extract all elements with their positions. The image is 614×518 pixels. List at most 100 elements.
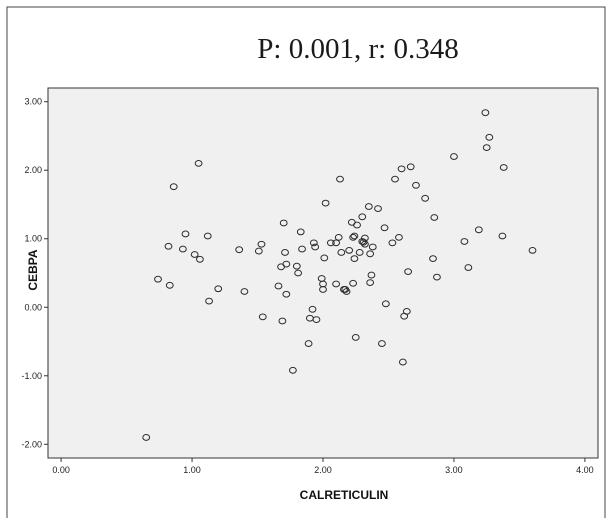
- data-point: [240, 288, 249, 295]
- data-point: [430, 214, 439, 221]
- data-point: [308, 305, 317, 313]
- data-point: [336, 175, 344, 183]
- y-tick-label: -2.00: [21, 439, 42, 449]
- data-point: [142, 434, 151, 441]
- data-point: [474, 226, 483, 234]
- data-point: [374, 205, 382, 212]
- data-point: [194, 159, 203, 167]
- x-tick-label: 0.00: [52, 465, 70, 475]
- data-point: [450, 153, 458, 160]
- data-point: [368, 243, 377, 251]
- data-point: [380, 224, 389, 232]
- data-point: [433, 273, 441, 281]
- x-tick-label: 1.00: [183, 465, 201, 475]
- data-point: [464, 264, 473, 271]
- data-point: [528, 246, 537, 254]
- data-point: [190, 251, 199, 258]
- data-point: [485, 133, 494, 141]
- chart-title: P: 0.001, r: 0.348: [257, 33, 458, 65]
- data-point: [366, 250, 375, 258]
- data-point: [321, 199, 330, 207]
- data-point: [353, 221, 361, 229]
- data-point: [309, 239, 318, 247]
- data-point: [292, 262, 301, 270]
- data-point: [334, 233, 343, 241]
- data-point: [294, 269, 303, 277]
- data-point: [345, 246, 354, 254]
- data-point: [214, 285, 223, 293]
- y-tick-label: 3.00: [24, 97, 42, 107]
- data-point: [358, 213, 367, 221]
- data-point: [178, 245, 187, 253]
- y-tick-label: 2.00: [24, 165, 42, 175]
- x-tick-label: 2.00: [314, 465, 332, 475]
- data-point: [165, 281, 174, 289]
- y-axis-label: CEBPA: [26, 249, 40, 290]
- data-point: [402, 307, 411, 315]
- data-point: [498, 232, 507, 240]
- data-point: [205, 297, 213, 305]
- data-point: [203, 232, 212, 240]
- data-point: [350, 255, 359, 263]
- data-point: [181, 230, 190, 238]
- data-point: [378, 340, 386, 347]
- data-point: [349, 279, 358, 287]
- figure-border: [6, 6, 606, 518]
- data-point: [326, 239, 335, 247]
- data-point: [258, 313, 267, 321]
- data-point: [164, 242, 173, 250]
- data-point: [312, 316, 321, 323]
- data-point: [349, 233, 358, 241]
- data-point: [367, 271, 376, 279]
- data-point: [406, 163, 415, 171]
- data-point: [355, 249, 364, 256]
- plot-area: [47, 87, 599, 459]
- data-point: [381, 300, 390, 308]
- data-point: [397, 165, 406, 173]
- data-point: [395, 233, 403, 241]
- data-point: [366, 279, 375, 286]
- data-point: [499, 164, 508, 171]
- y-tick-label: -1.00: [21, 371, 42, 381]
- data-point: [404, 268, 413, 276]
- data-point: [482, 144, 491, 152]
- data-point: [319, 286, 327, 293]
- data-point: [311, 243, 320, 251]
- data-point: [460, 238, 469, 245]
- data-point: [278, 317, 287, 325]
- scatter-points: [142, 109, 537, 441]
- data-point: [412, 181, 420, 189]
- data-point: [169, 183, 178, 191]
- data-point: [364, 203, 373, 210]
- data-point: [282, 260, 291, 268]
- x-tick-label: 4.00: [576, 465, 594, 475]
- x-axis-label: CALRETICULIN: [300, 488, 389, 502]
- data-point: [298, 245, 306, 253]
- data-point: [279, 219, 288, 227]
- data-point: [388, 239, 397, 247]
- data-point: [320, 254, 329, 262]
- data-point: [398, 358, 407, 366]
- data-point: [421, 194, 430, 202]
- data-point: [481, 109, 490, 117]
- data-point: [257, 240, 266, 248]
- data-point: [337, 249, 346, 256]
- y-tick-label: 1.00: [24, 234, 42, 244]
- data-point: [391, 175, 399, 183]
- y-tick-label: 0.00: [24, 302, 42, 312]
- data-point: [274, 282, 283, 290]
- data-point: [332, 280, 340, 288]
- y-axis-ticks: -2.00 -1.00 0.00 1.00 2.00 3.00: [21, 97, 48, 449]
- data-point: [154, 275, 162, 283]
- data-point: [304, 340, 313, 347]
- data-point: [281, 249, 289, 256]
- data-point: [351, 334, 360, 341]
- data-point: [282, 290, 291, 298]
- data-point: [288, 366, 297, 374]
- data-point: [342, 288, 351, 295]
- data-point: [350, 232, 359, 240]
- data-point: [235, 246, 244, 254]
- x-axis-ticks: 0.00 1.00 2.00 3.00 4.00: [52, 458, 594, 475]
- data-point: [296, 228, 305, 236]
